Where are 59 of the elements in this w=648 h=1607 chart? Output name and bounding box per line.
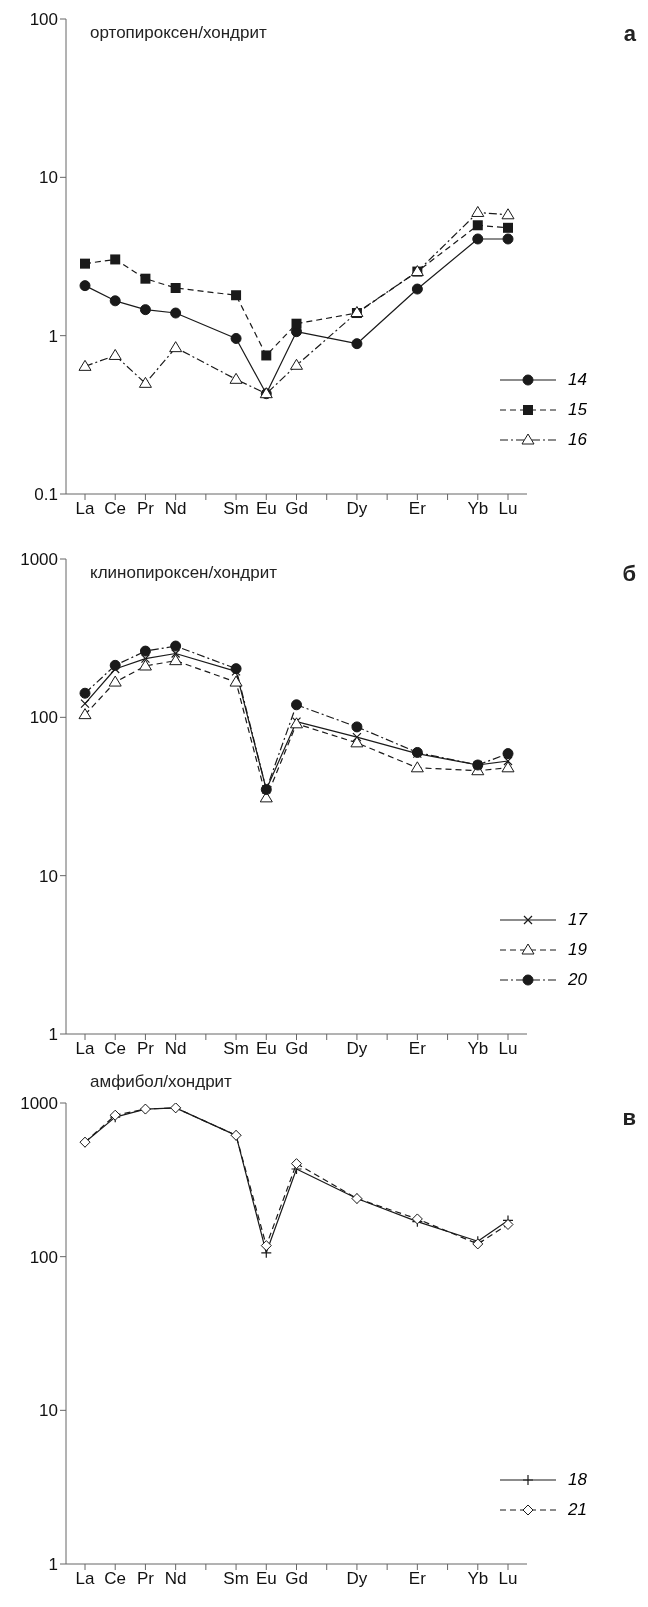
y-tick-label: 10 (39, 168, 58, 188)
legend-label: 17 (568, 910, 587, 930)
x-tick-label: Ce (104, 499, 127, 519)
x-tick-label: Pr (136, 1569, 155, 1589)
x-tick-label: Nd (164, 1569, 187, 1589)
x-tick-label: Pr (136, 1039, 155, 1059)
x-tick-label: Ce (104, 1039, 127, 1059)
x-tick-label: Ce (104, 1569, 127, 1589)
chart-title: ортопироксен/хондрит (90, 23, 267, 43)
x-tick-label: Sm (223, 1039, 249, 1059)
x-tick-label: Nd (164, 499, 187, 519)
x-tick-label: Gd (285, 499, 308, 519)
y-tick-label: 1000 (20, 1094, 58, 1114)
legend-label: 18 (568, 1470, 587, 1490)
x-tick-label: Gd (285, 1039, 308, 1059)
x-tick-label: Lu (498, 1039, 518, 1059)
text: в (622, 1105, 636, 1131)
x-tick-label: La (75, 1039, 95, 1059)
y-tick-label: 100 (29, 10, 58, 30)
x-tick-label: Lu (498, 1569, 518, 1589)
x-tick-label: Yb (467, 1039, 489, 1059)
y-tick-label: 1000 (20, 550, 58, 570)
x-tick-label: Sm (223, 499, 249, 519)
legend-label: 21 (568, 1500, 587, 1520)
x-tick-label: Sm (223, 1569, 249, 1589)
x-tick-label: Eu (255, 1569, 277, 1589)
x-tick-label: Pr (136, 499, 155, 519)
chart-title: амфибол/хондрит (90, 1072, 232, 1092)
y-tick-label: 10 (39, 1401, 58, 1421)
x-tick-label: Lu (498, 499, 518, 519)
x-tick-label: Eu (255, 499, 277, 519)
y-tick-label: 1 (48, 1555, 58, 1575)
y-tick-label: 100 (29, 708, 58, 728)
x-tick-label: La (75, 499, 95, 519)
x-tick-label: Nd (164, 1039, 187, 1059)
chart-title: клинопироксен/хондрит (90, 563, 277, 583)
legend-label: 20 (568, 970, 587, 990)
x-tick-label: Dy (346, 499, 368, 519)
x-tick-label: Er (408, 1039, 427, 1059)
y-tick-label: 1 (48, 1025, 58, 1045)
x-tick-label: La (75, 1569, 95, 1589)
y-tick-label: 1 (48, 326, 58, 346)
x-tick-label: Eu (255, 1039, 277, 1059)
y-tick-label: 10 (39, 866, 58, 886)
x-tick-label: Gd (285, 1569, 308, 1589)
text: а (623, 21, 636, 47)
x-tick-label: Yb (467, 1569, 489, 1589)
y-tick-label: 100 (29, 1247, 58, 1267)
legend-label: 16 (568, 430, 587, 450)
y-tick-label: 0.1 (34, 485, 58, 505)
x-tick-label: Er (408, 1569, 427, 1589)
legend-label: 15 (568, 400, 587, 420)
legend-label: 14 (568, 370, 587, 390)
x-tick-label: Dy (346, 1569, 368, 1589)
legend-label: 19 (568, 940, 587, 960)
text: б (622, 561, 636, 587)
x-tick-label: Yb (467, 499, 489, 519)
x-tick-label: Er (408, 499, 427, 519)
x-tick-label: Dy (346, 1039, 368, 1059)
